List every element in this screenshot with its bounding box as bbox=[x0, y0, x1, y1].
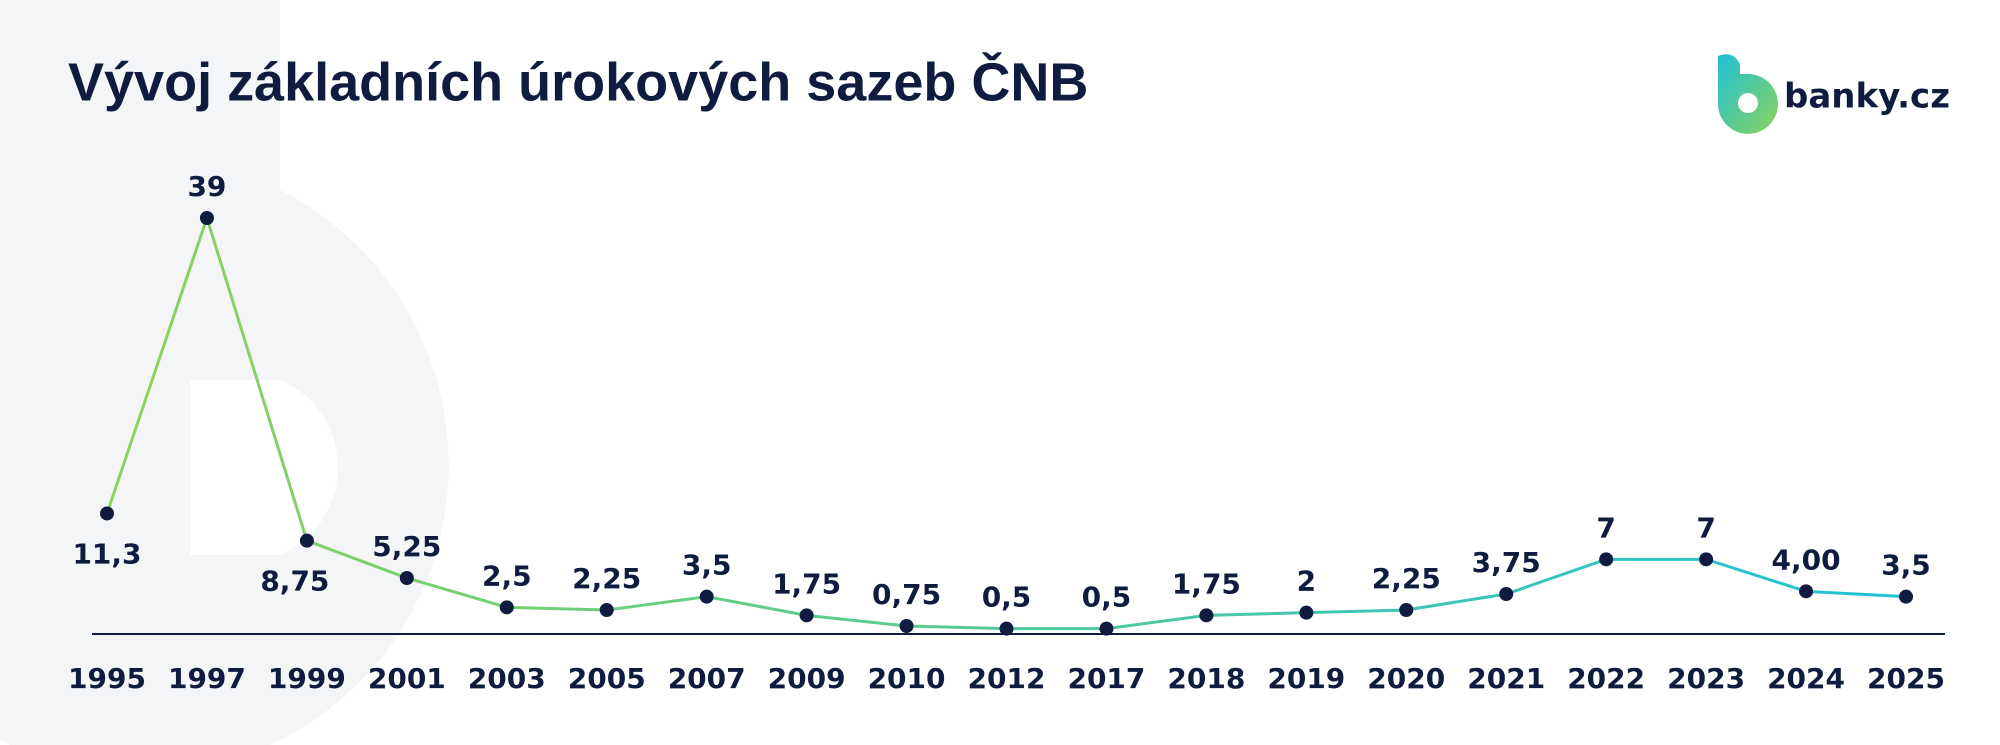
point bbox=[1799, 584, 1814, 599]
value-label: 3,5 bbox=[682, 549, 732, 582]
point bbox=[100, 506, 114, 521]
point bbox=[1399, 603, 1414, 617]
x-tick-label: 2019 bbox=[1267, 662, 1345, 695]
value-label: 39 bbox=[187, 170, 226, 203]
value-label: 11,3 bbox=[72, 537, 141, 570]
value-label: 4,00 bbox=[1772, 543, 1841, 576]
value-label: 2 bbox=[1297, 565, 1316, 598]
value-label: 7 bbox=[1596, 511, 1615, 544]
point bbox=[1099, 621, 1114, 636]
logo: banky.cz bbox=[1718, 54, 1950, 134]
x-tick-label: 2020 bbox=[1367, 662, 1445, 695]
x-tick-label: 2005 bbox=[568, 662, 646, 695]
value-label: 0,5 bbox=[1082, 581, 1132, 614]
logo-text: banky.cz bbox=[1784, 77, 1950, 117]
point bbox=[1899, 589, 1913, 604]
value-label: 1,75 bbox=[1172, 567, 1241, 600]
x-tick-label: 2017 bbox=[1067, 662, 1145, 695]
x-tick-label: 2021 bbox=[1467, 662, 1545, 695]
x-tick-label: 1997 bbox=[168, 662, 246, 695]
point bbox=[799, 608, 814, 623]
point bbox=[999, 621, 1014, 636]
x-tick-label: 2022 bbox=[1567, 662, 1645, 695]
x-tick-label: 2007 bbox=[668, 662, 746, 695]
point bbox=[199, 211, 214, 225]
x-tick-label: 1999 bbox=[268, 662, 346, 695]
value-label: 7 bbox=[1696, 511, 1715, 544]
x-tick-label: 2023 bbox=[1667, 662, 1745, 695]
x-tick-label: 2024 bbox=[1767, 662, 1845, 695]
point bbox=[1199, 608, 1214, 623]
value-label: 3,75 bbox=[1472, 546, 1541, 579]
value-label: 0,75 bbox=[872, 578, 941, 611]
value-label: 2,25 bbox=[1372, 562, 1441, 595]
value-label: 3,5 bbox=[1881, 549, 1931, 582]
value-label: 5,25 bbox=[372, 530, 441, 563]
value-label: 2,25 bbox=[572, 562, 641, 595]
watermark bbox=[0, 0, 449, 745]
point bbox=[1499, 587, 1514, 601]
x-tick-label: 2018 bbox=[1167, 662, 1245, 695]
value-label: 0,5 bbox=[982, 581, 1032, 614]
x-tick-label: 2010 bbox=[868, 662, 946, 695]
point bbox=[299, 533, 314, 548]
point bbox=[399, 571, 414, 585]
x-tick-label: 2012 bbox=[968, 662, 1046, 695]
point bbox=[699, 589, 714, 604]
point bbox=[599, 603, 614, 617]
value-label: 2,5 bbox=[482, 559, 532, 592]
x-tick-label: 2001 bbox=[368, 662, 446, 695]
point bbox=[1699, 552, 1714, 567]
value-label: 1,75 bbox=[772, 567, 841, 600]
x-tick-label: 2025 bbox=[1867, 662, 1945, 695]
x-tick-label: 2009 bbox=[768, 662, 846, 695]
value-label: 8,75 bbox=[260, 565, 329, 598]
x-tick-label: 2003 bbox=[468, 662, 546, 695]
chart-title: Vývoj základních úrokových sazeb ČNB bbox=[68, 51, 1088, 112]
point bbox=[899, 619, 914, 633]
point bbox=[499, 600, 514, 615]
x-tick-label: 1995 bbox=[68, 662, 146, 695]
point bbox=[1599, 552, 1614, 567]
point bbox=[1299, 605, 1314, 620]
